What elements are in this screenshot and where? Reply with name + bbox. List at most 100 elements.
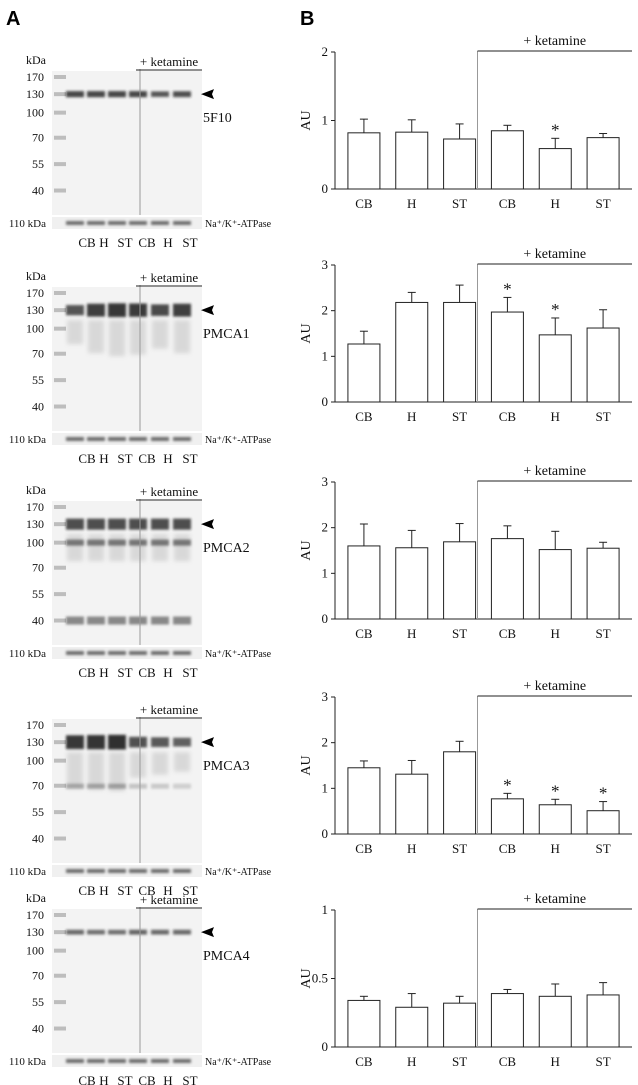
panel-label-a: A [6,8,20,30]
y-axis-label: AU [299,968,314,988]
loading-control-label: Na⁺/K⁺-ATPase [205,649,272,660]
category-label: CB [499,409,517,424]
secondary-band [129,539,147,546]
ladder-band [54,351,66,356]
marker-label-170: 170 [26,908,44,922]
antibody-label: PMCA1 [203,327,250,342]
protein-band [173,929,191,935]
lane-smear [174,752,190,772]
bar-CB [347,767,381,835]
marker-label-130: 130 [26,735,44,749]
protein-band [151,304,169,316]
lane-label-H: H [99,665,108,680]
marker-label-170: 170 [26,718,44,732]
lane-smear [67,752,83,789]
loading-control-label: Na⁺/K⁺-ATPase [205,435,272,446]
protein-band [108,518,126,530]
protein-band [66,929,84,935]
bar-ST [586,994,620,1048]
bar-CB [490,538,524,620]
loading-control-label: Na⁺/K⁺-ATPase [205,219,272,230]
ketamine-label: + ketamine [523,247,586,262]
bar-ST [586,327,620,403]
bar-chart-2: 0 1 2 3 AU + ketamine CB H ST * CB * H ST [299,247,632,424]
protein-band [87,518,105,530]
bar-CB [490,798,524,835]
arrow-icon [201,927,214,938]
lane-label-CB: CB [78,235,96,250]
lane-label-CB: CB [78,883,96,898]
bar-H [395,773,429,835]
secondary-band [108,783,126,789]
ladder-band [54,110,66,115]
ladder-band [54,948,66,953]
protein-band [66,305,84,316]
ketamine-label: + ketamine [140,892,198,907]
bar-CB [347,999,381,1048]
category-label: ST [595,196,610,211]
category-label: ST [452,196,467,211]
loading-control-label: Na⁺/K⁺-ATPase [205,867,272,878]
bar-ST [443,1002,477,1048]
category-label: ST [452,626,467,641]
bar-H [395,301,429,403]
lane-label-ST: ST [117,451,132,466]
bar-ST [443,541,477,620]
lane-label-H: H [163,883,172,898]
ladder-band [54,783,66,788]
secondary-band [151,783,169,789]
ladder-band [54,618,66,623]
lane-smear [130,534,146,562]
loading-control-band [108,869,126,873]
arrow-icon [201,305,214,316]
secondary-band [129,616,147,625]
protein-band [87,91,105,98]
lane-smear [130,752,146,778]
lane-label-CB: CB [138,235,156,250]
ketamine-label: + ketamine [523,892,586,907]
loading-control-band [66,221,84,225]
y-tick-label: 3 [322,474,329,489]
loading-control-band [66,437,84,441]
ladder-band [54,92,66,97]
protein-band [129,303,147,317]
protein-band [66,735,84,750]
bar-CB [347,132,381,190]
loading-control-band [173,651,191,655]
lane-label-ST: ST [182,451,197,466]
loading-control-band [87,437,105,441]
western-blot-5: kDa 170 130 100 70 55 40 + ketamine PMCA4 110 kDa… [9,891,272,1085]
marker-label-55: 55 [32,373,44,387]
lane-label-ST: ST [182,883,197,898]
lane-label-ST: ST [117,665,132,680]
y-axis-label: AU [299,110,314,130]
secondary-band [173,783,191,789]
y-tick-label: 0.5 [312,971,328,986]
lane-label-H: H [99,1073,108,1085]
marker-label-55: 55 [32,995,44,1009]
secondary-band [87,783,105,789]
protein-band [129,91,147,98]
arrow-icon [201,519,214,530]
y-tick-label: 3 [322,257,329,272]
category-label: H [551,409,560,424]
loading-control-band [87,651,105,655]
lane-label-H: H [163,665,172,680]
lane-smear [88,752,104,790]
protein-band [173,91,191,98]
arrow-icon [201,737,214,748]
ketamine-label: + ketamine [523,679,586,694]
lane-label-CB: CB [78,451,96,466]
lane-label-ST: ST [117,1073,132,1085]
secondary-band [66,539,84,546]
protein-band [66,91,84,98]
ladder-band [54,404,66,409]
loading-control-band [66,869,84,873]
ladder-band [54,326,66,331]
category-label: ST [595,626,610,641]
loading-control-membrane [52,647,202,659]
y-tick-label: 0 [322,1039,329,1054]
lane-label-CB: CB [78,665,96,680]
lane-smear [67,534,83,562]
marker-label-130: 130 [26,87,44,101]
